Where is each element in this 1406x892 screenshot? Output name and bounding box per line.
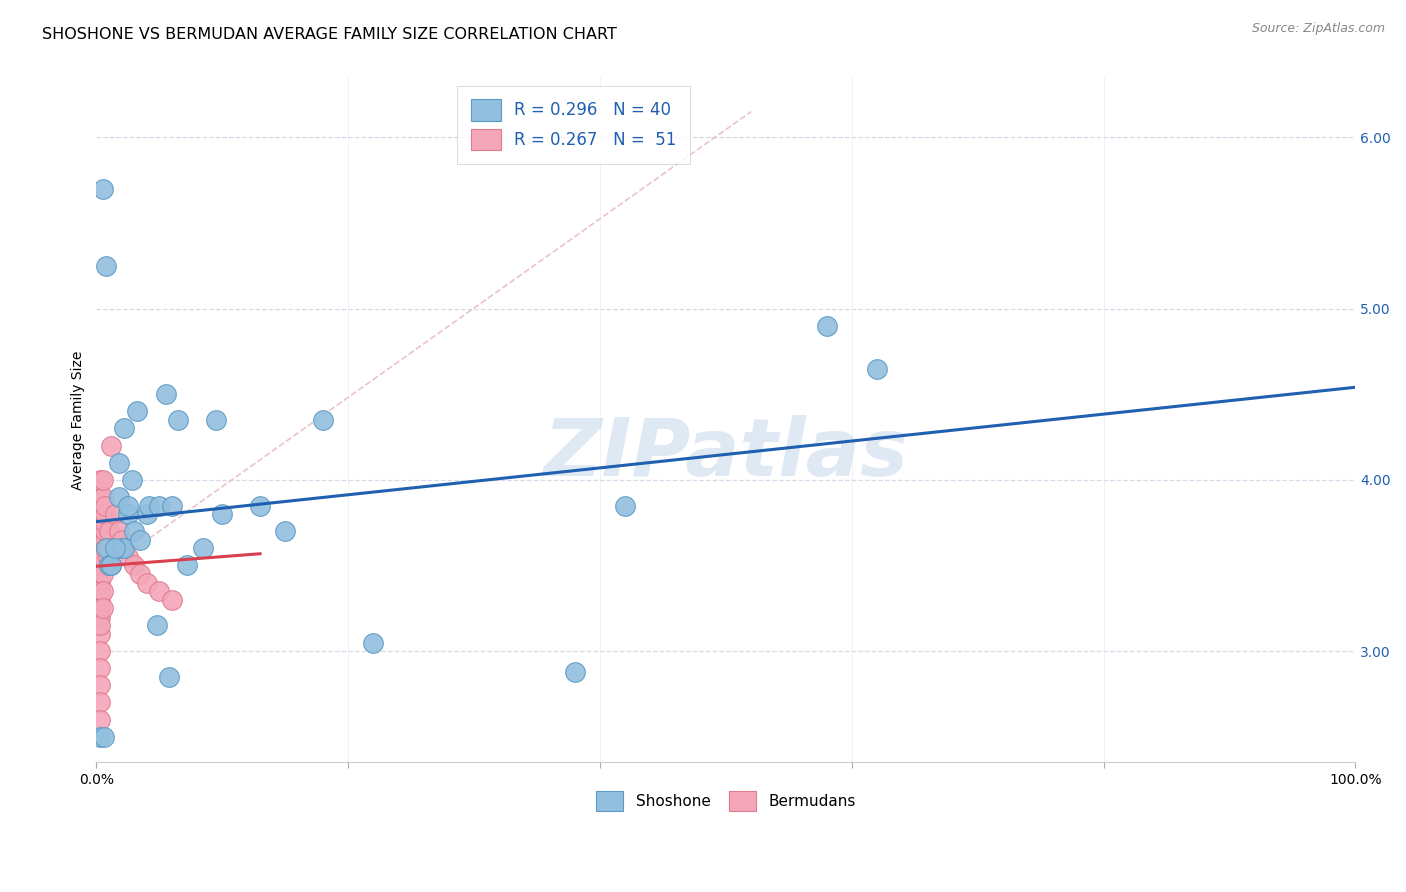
Point (117, 507, 139, 521)
Point (97, 541, 120, 556)
Point (94, 499, 117, 513)
Point (112, 541, 135, 556)
Point (160, 499, 183, 513)
Point (94, 524, 117, 539)
Point (91, 524, 114, 539)
Point (96, 259, 118, 273)
Text: Source: ZipAtlas.com: Source: ZipAtlas.com (1251, 22, 1385, 36)
Point (129, 567, 152, 582)
Point (135, 507, 157, 521)
Point (89, 661, 111, 675)
Point (117, 549, 139, 564)
Point (91, 558, 114, 573)
Point (146, 618, 169, 632)
Point (135, 575, 157, 590)
Point (94, 516, 117, 530)
Point (122, 558, 145, 573)
Point (614, 499, 637, 513)
Point (89, 713, 111, 727)
Point (167, 413, 190, 427)
Legend: Shoshone, Bermudans: Shoshone, Bermudans (583, 780, 868, 823)
Point (108, 490, 131, 504)
Point (157, 670, 180, 684)
Point (89, 678, 111, 692)
Point (96, 541, 118, 556)
Point (89, 507, 111, 521)
Point (110, 533, 132, 547)
Point (100, 558, 122, 573)
Point (138, 499, 160, 513)
Point (112, 421, 135, 435)
Point (160, 592, 183, 607)
Point (89, 549, 111, 564)
Point (89, 601, 111, 615)
Text: ZIPatlas: ZIPatlas (543, 415, 908, 493)
Point (211, 507, 233, 521)
Point (91, 567, 114, 582)
Point (564, 665, 586, 679)
Point (94, 507, 117, 521)
Point (89, 592, 111, 607)
Point (866, 361, 889, 376)
Point (91, 507, 114, 521)
Point (89, 541, 111, 556)
Point (89, 610, 111, 624)
Point (108, 524, 131, 539)
Point (89, 644, 111, 658)
Point (97, 549, 120, 564)
Point (96, 541, 118, 556)
Point (89, 558, 111, 573)
Point (97, 558, 120, 573)
Text: SHOSHONE VS BERMUDAN AVERAGE FAMILY SIZE CORRELATION CHART: SHOSHONE VS BERMUDAN AVERAGE FAMILY SIZE… (42, 27, 617, 42)
Point (176, 558, 198, 573)
Point (148, 584, 170, 599)
Point (122, 524, 145, 539)
Point (89, 567, 111, 582)
Point (100, 558, 122, 573)
Point (89, 575, 111, 590)
Point (91, 541, 114, 556)
Y-axis label: Average Family Size: Average Family Size (72, 351, 86, 490)
Point (193, 541, 215, 556)
Point (815, 318, 838, 333)
Point (91, 182, 114, 196)
Point (129, 533, 152, 547)
Point (155, 387, 177, 401)
Point (363, 635, 385, 649)
Point (104, 507, 127, 521)
Point (89, 618, 111, 632)
Point (274, 524, 297, 539)
Point (91, 549, 114, 564)
Point (110, 541, 132, 556)
Point (104, 541, 127, 556)
Point (121, 473, 143, 487)
Point (112, 541, 135, 556)
Point (89, 473, 111, 487)
Point (89, 490, 111, 504)
Point (89, 696, 111, 710)
Point (97, 558, 120, 573)
Point (91, 473, 114, 487)
Point (148, 499, 170, 513)
Point (89, 627, 111, 641)
Point (249, 499, 271, 513)
Point (89, 524, 111, 539)
Point (100, 439, 122, 453)
Point (93, 730, 115, 744)
Point (89, 730, 111, 744)
Point (97, 524, 120, 539)
Point (312, 413, 335, 427)
Point (91, 584, 114, 599)
Point (94, 533, 117, 547)
Point (125, 404, 148, 418)
Point (91, 490, 114, 504)
Point (205, 413, 228, 427)
Point (117, 499, 139, 513)
Point (108, 456, 131, 470)
Point (91, 601, 114, 615)
Point (89, 584, 111, 599)
